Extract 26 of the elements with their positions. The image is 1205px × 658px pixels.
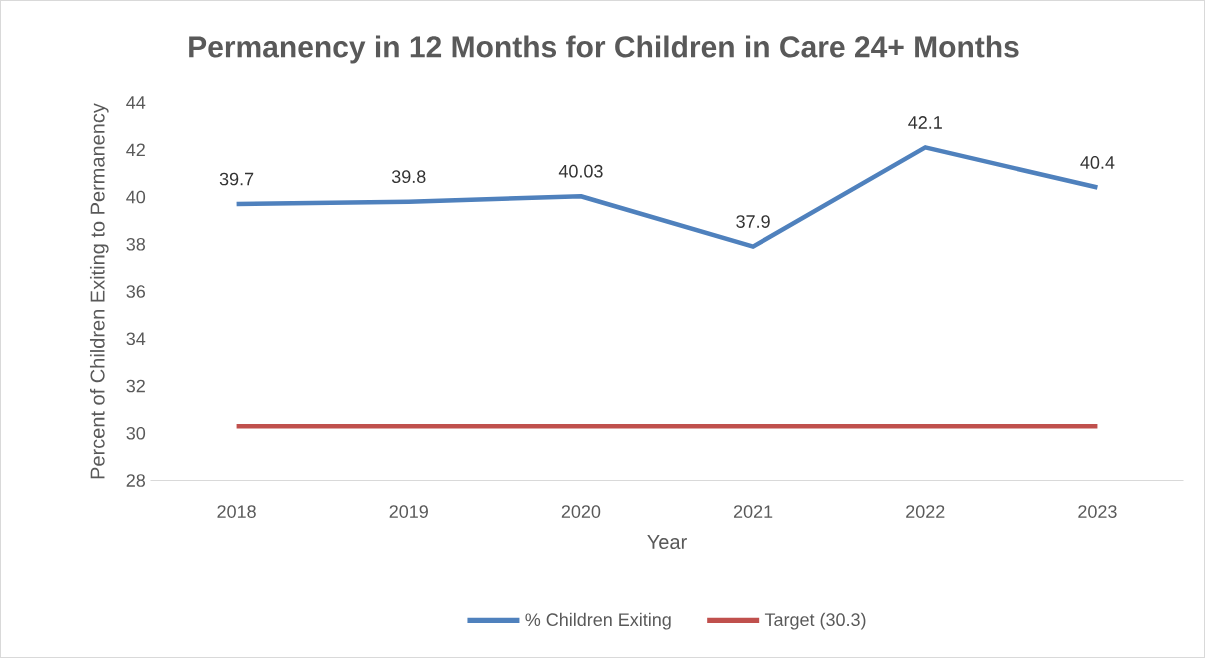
y-axis-title: Percent of Children Exiting to Permanency: [89, 103, 109, 479]
legend-label: % Children Exiting: [525, 612, 671, 630]
data-label: 37.9: [736, 215, 770, 228]
data-label: 39.8: [391, 170, 426, 184]
data-label: 40.4: [1080, 156, 1115, 169]
chart-title: Permanency in 12 Months for Children in Care 24+ Months: [189, 35, 1019, 64]
x-tick-label: 2020: [561, 505, 601, 518]
y-tick-label: 38: [126, 237, 145, 251]
data-label: 39.7: [219, 172, 254, 186]
y-tick-label: 28: [126, 474, 145, 487]
y-tick-label: 30: [126, 426, 146, 440]
y-tick-label: 34: [126, 332, 146, 346]
y-tick-label: 40: [126, 190, 146, 204]
x-tick-label: 2022: [906, 505, 945, 518]
x-tick-label: 2019: [389, 505, 428, 518]
data-label: 42.1: [908, 116, 942, 129]
legend-label: Target (30.3): [764, 612, 866, 630]
x-tick-label: 2018: [217, 505, 256, 518]
y-tick-label: 36: [126, 285, 145, 298]
y-tick-label: 32: [126, 379, 145, 393]
y-tick-label: 44: [126, 96, 146, 109]
x-tick-label: 2023: [1078, 505, 1117, 518]
x-tick-label: 2021: [733, 505, 773, 518]
x-axis-title: Year: [647, 535, 687, 550]
y-tick-label: 42: [126, 143, 145, 157]
data-label: 40.03: [558, 164, 603, 178]
